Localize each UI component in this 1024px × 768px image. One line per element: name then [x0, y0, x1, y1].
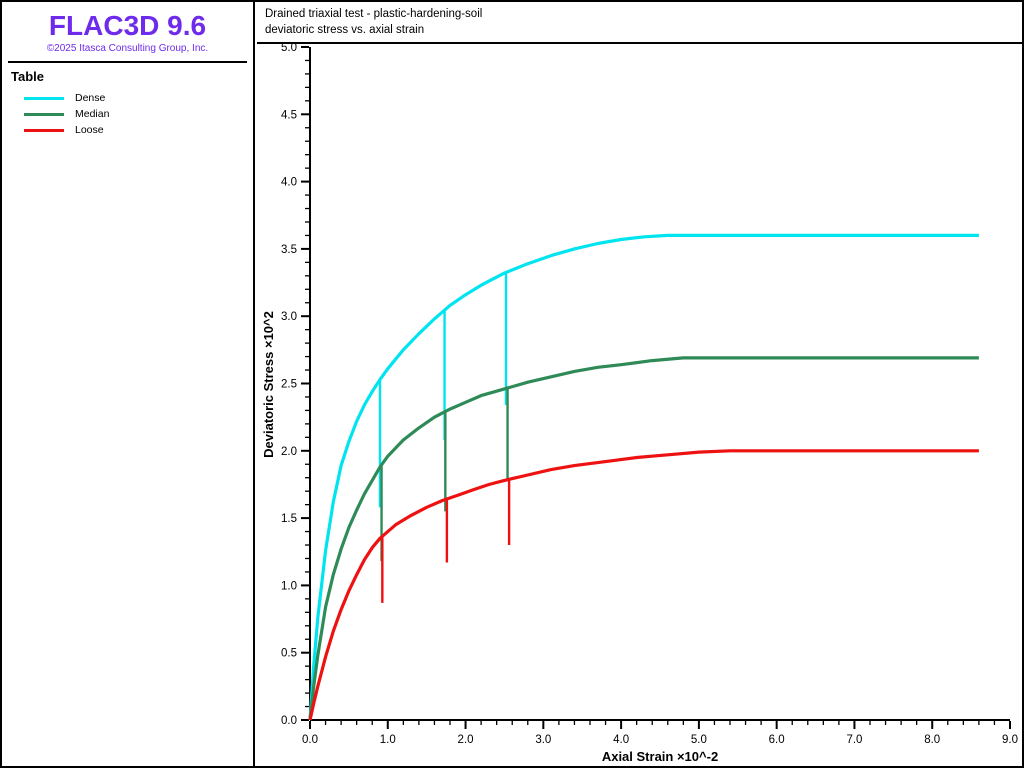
legend-label: Dense: [75, 92, 106, 104]
plot-title-box: Drained triaxial test - plastic-hardenin…: [257, 2, 1022, 44]
legend-swatch: [24, 112, 64, 116]
y-tick-label: 1.0: [281, 580, 297, 592]
y-tick-label: 3.5: [281, 244, 297, 256]
sidebar: FLAC3D 9.6 ©2025 Itasca Consulting Group…: [2, 2, 255, 766]
x-tick-label: 9.0: [1002, 734, 1018, 746]
legend-label: Median: [75, 108, 110, 120]
y-tick-label: 4.0: [281, 177, 297, 189]
loose-curve: [308, 449, 979, 721]
plot-title: Drained triaxial test - plastic-hardenin…: [265, 8, 483, 20]
legend-swatch: [24, 96, 64, 100]
y-axis-title: Deviatoric Stress ×10^2: [261, 311, 276, 458]
x-tick-label: 1.0: [380, 734, 396, 746]
legend-swatch: [24, 128, 64, 132]
y-tick-label: 1.5: [281, 513, 297, 525]
x-axis-title: Axial Strain ×10^-2: [602, 749, 718, 764]
y-tick-label: 5.0: [281, 42, 297, 54]
x-tick-label: 0.0: [302, 734, 318, 746]
x-tick-label: 7.0: [846, 734, 862, 746]
x-tick-label: 4.0: [613, 734, 629, 746]
legend-section-title: Table: [11, 69, 44, 84]
plot-subtitle: deviatoric stress vs. axial strain: [265, 24, 425, 36]
x-tick-label: 3.0: [535, 734, 551, 746]
app-logo: FLAC3D 9.6: [48, 10, 207, 41]
legend-item-median: Median: [24, 106, 253, 122]
legend-item-loose: Loose: [24, 122, 253, 138]
sidebar-separator: [8, 61, 247, 63]
median-curve: [308, 356, 979, 721]
dense-curve: [308, 233, 979, 721]
y-tick-label: 2.0: [281, 446, 297, 458]
y-tick-label: 3.0: [281, 311, 297, 323]
legend-item-dense: Dense: [24, 90, 253, 106]
x-tick-label: 2.0: [458, 734, 474, 746]
x-tick-label: 6.0: [769, 734, 785, 746]
y-tick-label: 0.5: [281, 648, 297, 660]
legend: Dense Median Loose: [24, 90, 253, 138]
x-tick-label: 8.0: [924, 734, 940, 746]
copyright-text: ©2025 Itasca Consulting Group, Inc.: [46, 43, 209, 54]
x-tick-label: 5.0: [691, 734, 707, 746]
y-tick-label: 0.0: [281, 715, 297, 727]
y-tick-label: 2.5: [281, 379, 297, 391]
legend-label: Loose: [75, 124, 104, 136]
y-tick-label: 4.5: [281, 109, 297, 121]
